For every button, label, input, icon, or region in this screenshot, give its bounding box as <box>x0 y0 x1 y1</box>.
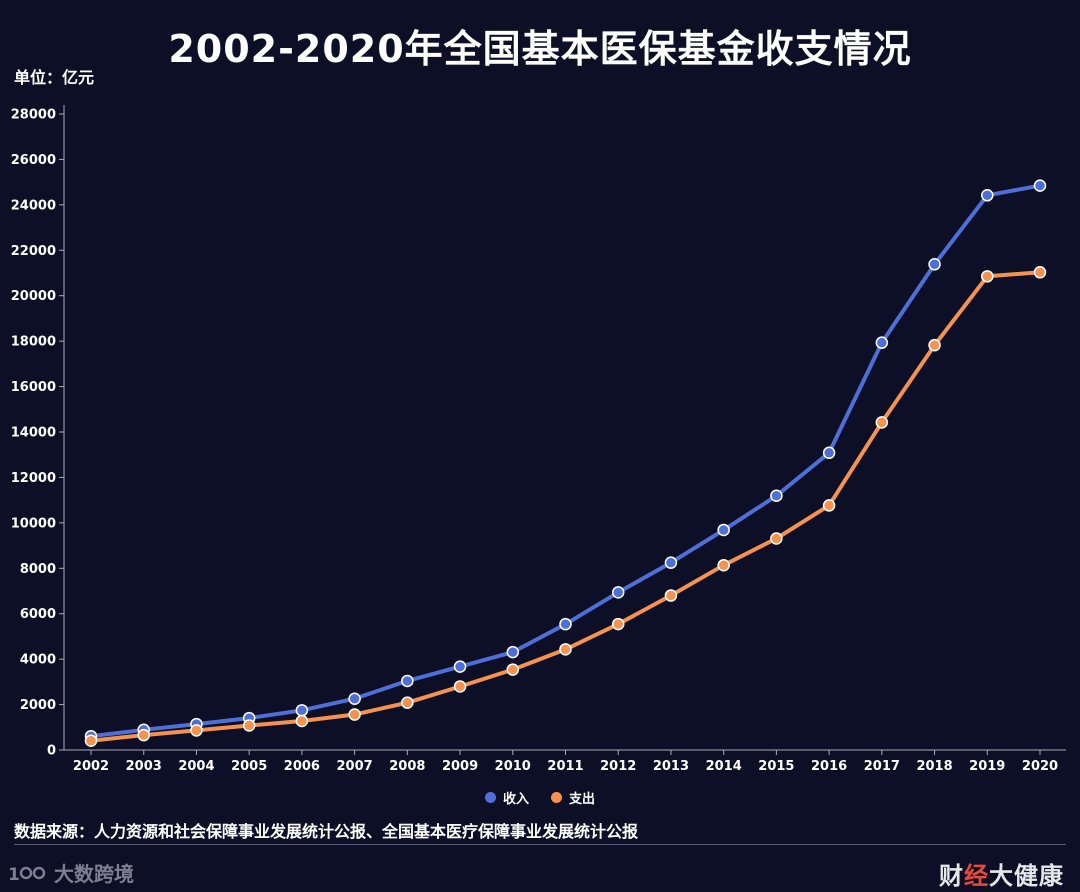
data-point-income <box>822 446 836 460</box>
x-tick-label: 2018 <box>916 759 952 774</box>
data-point-income <box>453 660 467 673</box>
x-tick-label: 2005 <box>231 759 267 774</box>
chart-series <box>84 179 1047 747</box>
legend-label-income: 收入 <box>502 792 529 807</box>
y-tick-label: 24000 <box>11 198 56 213</box>
chart-legend: 收入 支出 <box>0 788 1080 807</box>
data-point-expense <box>190 724 203 737</box>
x-tick-label: 2017 <box>864 759 900 774</box>
brand-char-b: 大健康 <box>989 862 1064 890</box>
data-point-expense <box>401 696 414 709</box>
y-tick-label: 10000 <box>11 516 56 531</box>
x-tick-label: 2019 <box>969 759 1005 774</box>
x-tick-label: 2015 <box>758 759 794 774</box>
data-point-expense <box>611 617 625 631</box>
y-tick-label: 14000 <box>11 426 56 441</box>
y-axis-unit-label: 单位：亿元 <box>14 68 95 87</box>
y-tick-label: 6000 <box>20 607 56 622</box>
x-tick-label: 2016 <box>811 759 847 774</box>
y-tick-label: 0 <box>47 744 56 759</box>
x-tick-label: 2003 <box>126 759 162 774</box>
series-line-expense <box>89 270 1042 743</box>
data-point-income <box>928 258 941 271</box>
data-point-expense <box>137 728 150 742</box>
brand-char-accent: 经 <box>964 862 989 890</box>
x-tick-label: 2002 <box>73 759 109 774</box>
y-tick-label: 4000 <box>20 653 56 668</box>
data-point-income <box>875 336 889 349</box>
data-point-expense <box>928 338 941 352</box>
brand-mark-icon: 1 <box>8 865 46 885</box>
legend-marker-expense <box>551 792 562 803</box>
x-tick-label: 2006 <box>284 759 320 774</box>
data-point-expense <box>506 663 520 676</box>
y-tick-label: 26000 <box>11 153 56 168</box>
y-tick-label: 22000 <box>11 244 56 259</box>
data-point-expense <box>875 416 889 429</box>
footer-divider <box>14 844 1066 845</box>
data-point-income <box>295 704 309 717</box>
data-point-expense <box>981 270 994 283</box>
data-point-income <box>401 674 414 688</box>
y-tick-label: 28000 <box>11 108 56 123</box>
brand-logo-left: 1 大数跨境 <box>8 858 134 887</box>
data-point-expense <box>664 589 678 602</box>
brand-name-left: 大数跨境 <box>54 862 134 886</box>
data-point-expense <box>242 719 256 732</box>
brand-logo-right: 财经大健康 <box>939 856 1064 891</box>
chart-title: 2002-2020年全国基本医保基金收支情况 <box>168 27 912 71</box>
data-point-expense <box>822 499 836 512</box>
data-point-income <box>1033 179 1047 192</box>
data-point-income <box>506 645 520 659</box>
data-point-income <box>664 556 678 569</box>
brand-char-a: 财 <box>939 862 964 890</box>
legend-marker-income <box>484 792 496 803</box>
x-tick-label: 2004 <box>178 759 214 774</box>
x-tick-label: 2020 <box>1022 759 1058 774</box>
legend-label-expense: 支出 <box>569 792 596 807</box>
y-tick-label: 20000 <box>11 289 56 304</box>
legend-item-income: 收入 <box>484 788 529 807</box>
svg-text:1: 1 <box>8 865 20 885</box>
data-point-income <box>611 586 625 599</box>
y-tick-label: 12000 <box>11 471 56 486</box>
data-point-expense <box>348 708 361 721</box>
x-tick-label: 2011 <box>547 759 583 774</box>
data-point-expense <box>717 558 730 572</box>
data-point-expense <box>84 734 98 747</box>
x-tick-label: 2009 <box>442 759 478 774</box>
y-tick-label: 18000 <box>11 335 56 350</box>
y-tick-label: 8000 <box>20 562 56 577</box>
x-tick-label: 2012 <box>600 759 636 774</box>
x-tick-label: 2010 <box>495 759 531 774</box>
data-point-income <box>981 189 994 202</box>
legend-item-expense: 支出 <box>551 788 595 807</box>
y-tick-label: 2000 <box>20 698 56 713</box>
y-tick-label: 16000 <box>11 380 56 395</box>
x-tick-label: 2014 <box>706 759 742 774</box>
data-point-expense <box>295 714 309 728</box>
x-tick-label: 2007 <box>337 759 373 774</box>
x-tick-label: 2008 <box>389 759 425 774</box>
data-point-income <box>348 692 361 705</box>
x-tick-label: 2013 <box>653 759 689 774</box>
data-point-income <box>717 523 730 537</box>
data-point-expense <box>770 532 783 545</box>
data-point-expense <box>453 680 467 693</box>
data-point-expense <box>1033 266 1047 279</box>
data-point-income <box>559 617 572 631</box>
data-point-income <box>770 489 783 503</box>
chart-axes: 0 2000 4000 6000 8000 10000 12000 14000 16000 180… <box>11 105 1066 774</box>
data-source-note: 数据来源：人力资源和社会保障事业发展统计公报、全国基本医疗保障事业发展统计公报 <box>14 822 639 841</box>
data-point-expense <box>559 643 572 656</box>
